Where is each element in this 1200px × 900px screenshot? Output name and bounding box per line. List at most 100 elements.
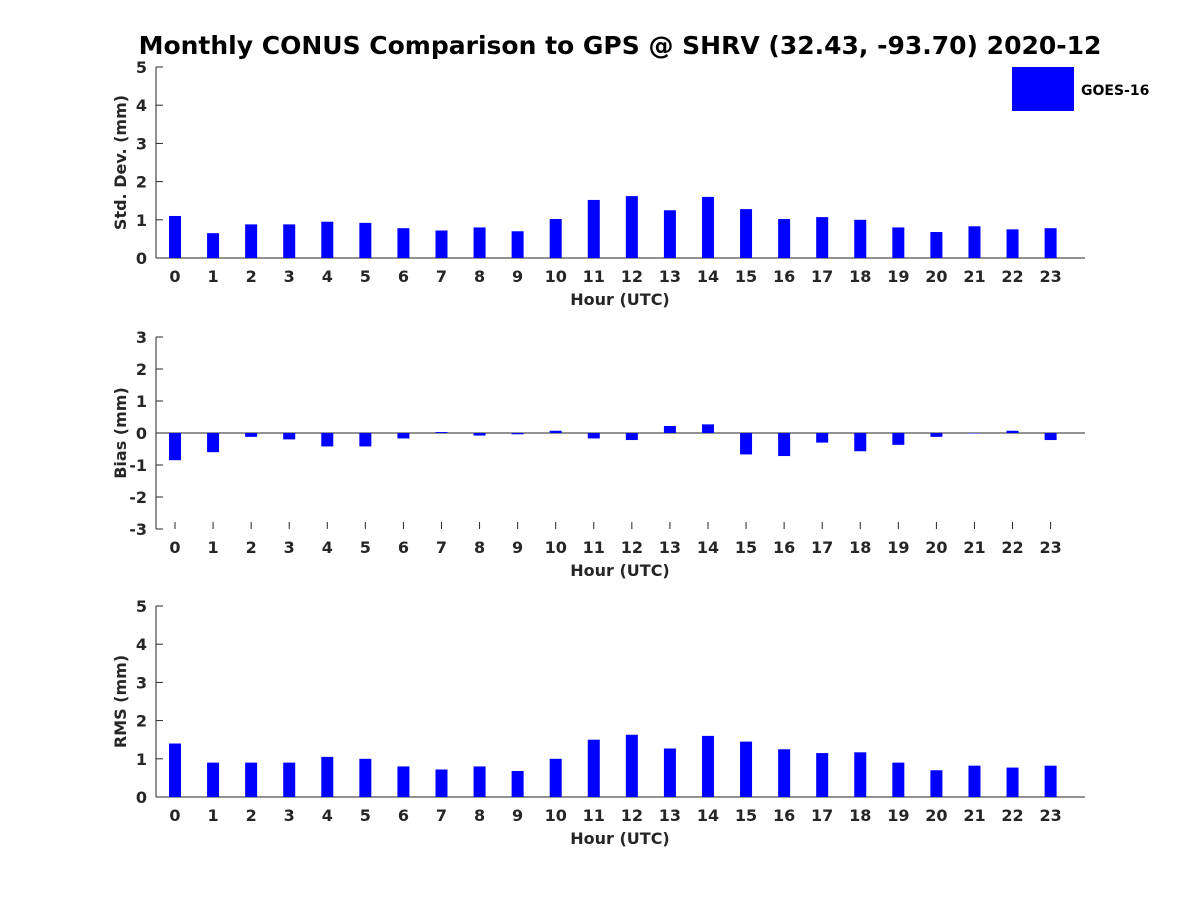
std-dev-bar [473,227,486,258]
std-dev-bar [816,217,829,258]
rms-bar [930,770,943,797]
rms-bar [587,739,600,797]
bias-bar [435,432,448,433]
rms-y-tick-label: 4 [136,635,147,654]
rms-bar [511,771,524,797]
rms-y-tick-label: 0 [136,788,147,807]
std-dev-bar [207,233,220,258]
bias-y-label: Bias (mm) [111,387,130,479]
std-dev-x-tick-label: 14 [697,267,719,286]
bias-bar [207,433,220,453]
std-dev-bar [587,199,600,258]
bias-x-tick-label: 2 [246,538,257,557]
std-dev-y-tick-label: 5 [136,58,147,77]
std-dev-x-tick-label: 23 [1039,267,1061,286]
rms-x-label: Hour (UTC) [570,829,670,848]
rms-y-tick-label: 1 [136,750,147,769]
bias-x-tick-label: 6 [398,538,409,557]
bias-x-tick-label: 19 [887,538,909,557]
rms-y-tick-label: 3 [136,673,147,692]
std-dev-bar [169,215,181,258]
rms-bar [778,749,791,797]
std-dev-x-tick-label: 9 [512,267,523,286]
std-dev-x-tick-label: 5 [360,267,371,286]
std-dev-x-tick-label: 8 [474,267,485,286]
std-dev-bar [321,221,334,258]
legend-swatch [1012,67,1074,111]
std-dev-y-tick-label: 1 [136,211,147,230]
bias-bar [778,433,791,457]
rms-bar [283,762,296,797]
bias-y-tick-label: -3 [129,520,147,539]
bias-y-tick-label: 0 [136,424,147,443]
bias-x-tick-label: 3 [284,538,295,557]
rms-x-tick-label: 1 [207,806,218,825]
bias-x-tick-label: 0 [169,538,180,557]
rms-x-tick-label: 4 [322,806,333,825]
rms-x-tick-label: 9 [512,806,523,825]
std-dev-x-tick-label: 2 [246,267,257,286]
rms-bar [435,769,448,797]
rms-bar [549,758,562,797]
bias-x-tick-label: 7 [436,538,447,557]
rms-bar [169,743,181,797]
std-dev-x-tick-label: 3 [284,267,295,286]
rms-bar [359,758,372,797]
rms-x-tick-label: 19 [887,806,909,825]
rms-bar [321,756,334,797]
legend-label: GOES-16 [1081,83,1149,99]
rms-x-tick-label: 22 [1001,806,1023,825]
bias-x-tick-label: 21 [963,538,985,557]
bias-y-tick-label: 3 [136,328,147,347]
std-dev-y-label: Std. Dev. (mm) [111,95,130,230]
rms-y-label: RMS (mm) [111,655,130,748]
std-dev-bar [663,210,676,258]
rms-y-tick-label: 5 [136,597,147,616]
std-dev-y-tick-label: 0 [136,249,147,268]
rms-x-tick-label: 11 [583,806,605,825]
bias-bar [663,425,676,433]
rms-x-tick-label: 10 [545,806,567,825]
bias-y-tick-label: -1 [129,456,147,475]
rms-y-tick-label: 2 [136,712,147,731]
bias-y-tick-label: 1 [136,392,147,411]
rms-x-tick-label: 0 [169,806,180,825]
std-dev-bar [701,196,714,258]
bias-bar [473,433,486,436]
rms-bar [245,762,258,797]
std-dev-x-tick-label: 7 [436,267,447,286]
bias-bar [283,433,296,440]
bias-y-tick-label: -2 [129,488,147,507]
bias-bar [169,433,181,461]
bias-x-tick-label: 14 [697,538,719,557]
std-dev-x-tick-label: 15 [735,267,757,286]
rms-x-tick-label: 15 [735,806,757,825]
rms-x-tick-label: 16 [773,806,795,825]
std-dev-bar [778,219,791,258]
bias-x-tick-label: 8 [474,538,485,557]
std-dev-x-tick-label: 19 [887,267,909,286]
std-dev-bar [1044,228,1057,258]
rms-bar [854,752,867,797]
std-dev-bar [549,219,562,258]
rms-x-tick-label: 13 [659,806,681,825]
std-dev-x-tick-label: 11 [583,267,605,286]
std-dev-bar [1006,229,1019,258]
bias-y-tick-label: 2 [136,360,147,379]
bias-x-label: Hour (UTC) [570,561,670,580]
std-dev-bar [625,196,638,258]
std-dev-bar [854,219,867,258]
bias-x-tick-label: 9 [512,538,523,557]
rms-x-tick-label: 21 [963,806,985,825]
rms-x-tick-label: 20 [925,806,947,825]
std-dev-x-tick-label: 18 [849,267,871,286]
rms-bar [816,753,829,797]
rms-x-tick-label: 2 [246,806,257,825]
rms-x-tick-label: 12 [621,806,643,825]
bias-x-tick-label: 18 [849,538,871,557]
rms-x-tick-label: 5 [360,806,371,825]
bias-x-tick-label: 16 [773,538,795,557]
bias-x-tick-label: 11 [583,538,605,557]
std-dev-bar [359,222,372,258]
